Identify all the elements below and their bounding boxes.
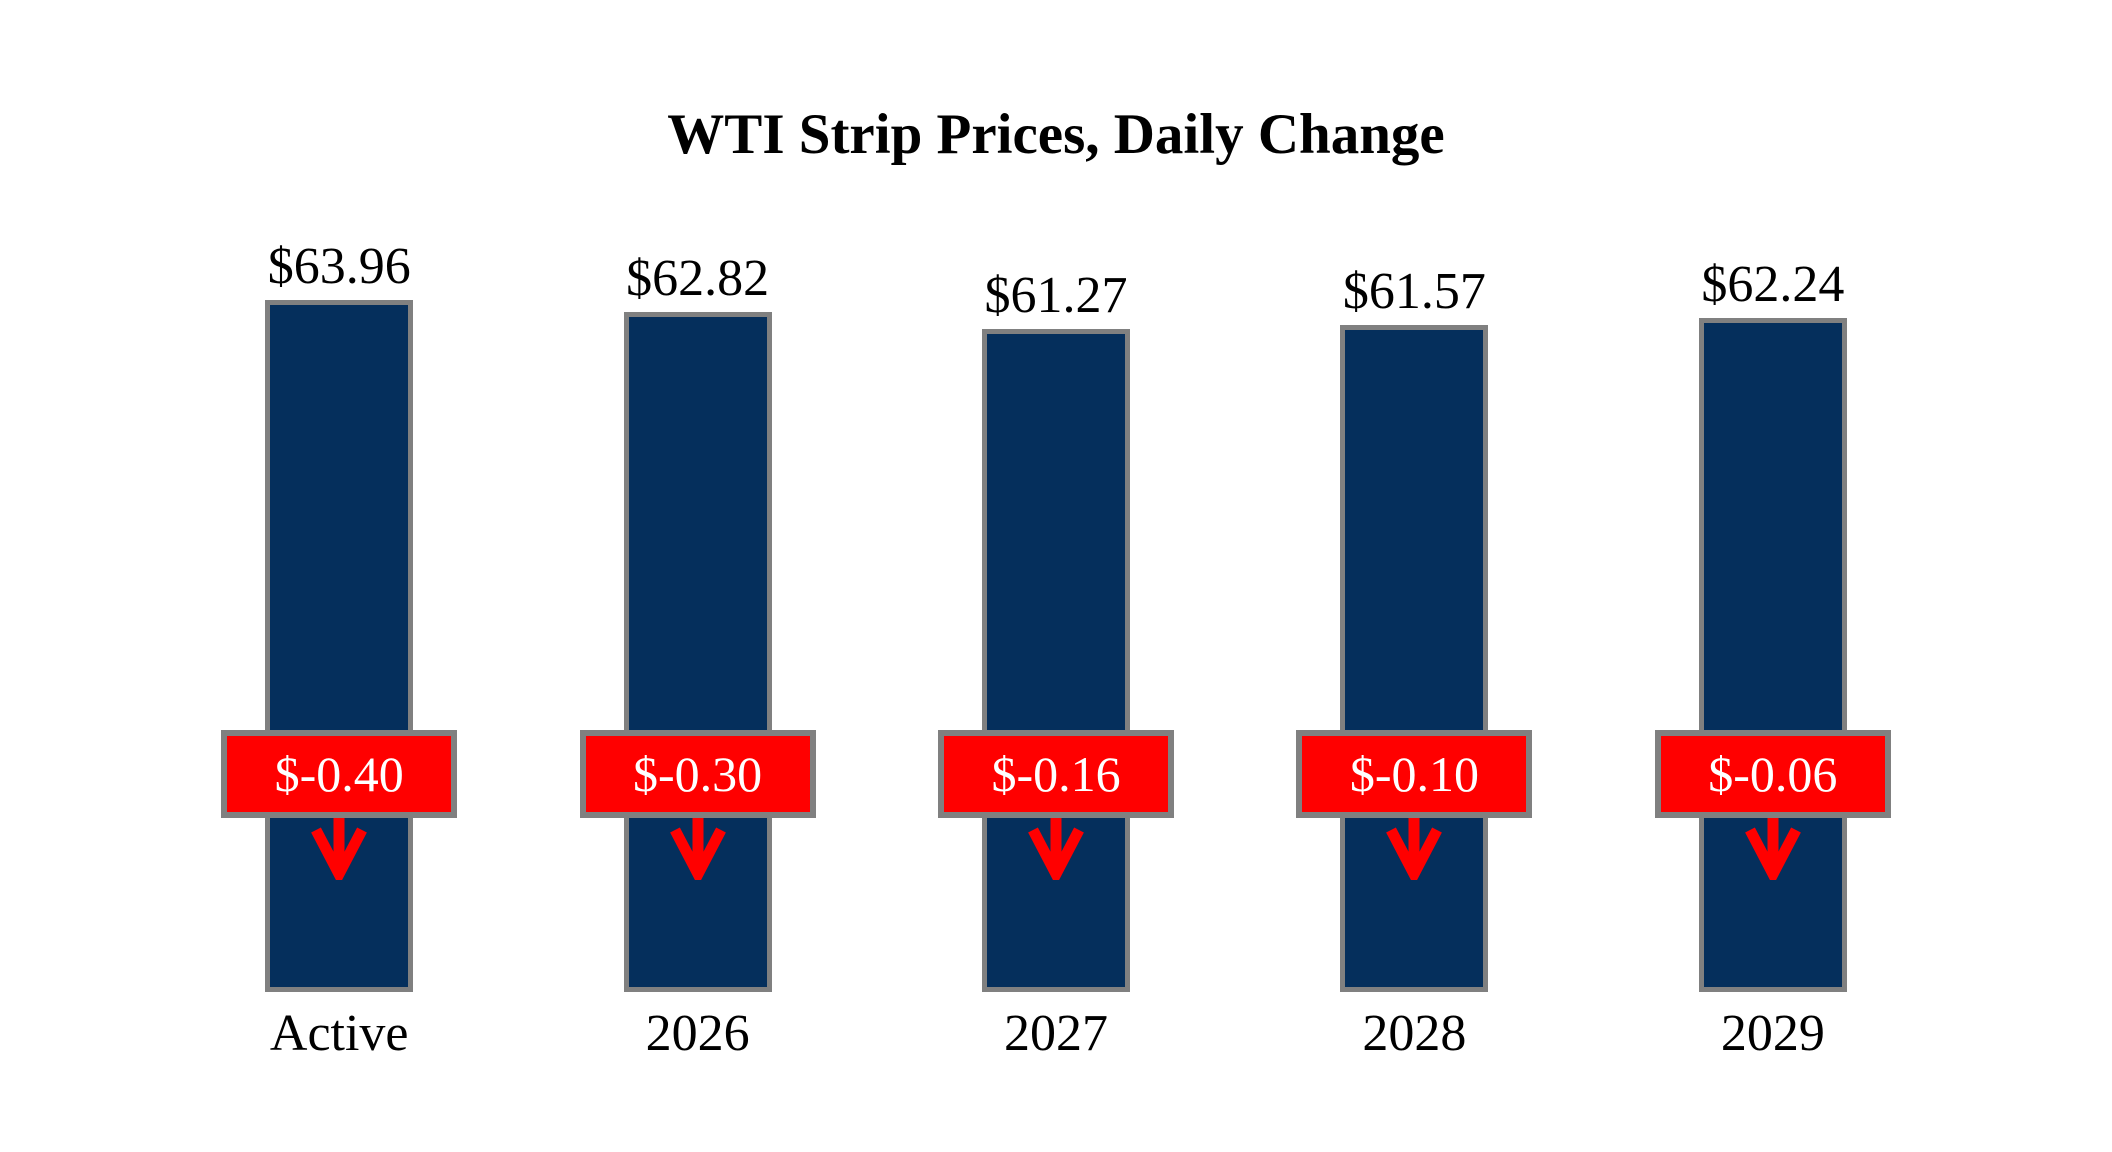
daily-change-value: $-0.40	[274, 746, 404, 802]
daily-change-badge: $-0.40	[221, 730, 458, 818]
category-label: 2029	[1720, 1005, 1825, 1062]
chart-title: WTI Strip Prices, Daily Change	[667, 103, 1445, 166]
price-label: $61.57	[1342, 263, 1486, 320]
arrow-down-icon	[1028, 816, 1084, 880]
price-label: $62.82	[626, 250, 770, 307]
daily-change-value: $-0.30	[633, 746, 763, 802]
arrow-down-icon	[311, 816, 368, 880]
arrow-down-icon	[669, 816, 726, 880]
price-label: $63.96	[267, 238, 411, 295]
daily-change-badge: $-0.06	[1654, 730, 1891, 818]
strip-price-bar: $63.96	[265, 241, 414, 992]
bar-group: $63.96 $-0.40 Active	[160, 0, 518, 1152]
daily-change-badge: $-0.30	[579, 730, 816, 818]
category-label: Active	[269, 1005, 409, 1062]
bar-group: $62.24 $-0.06 2029	[1594, 0, 1952, 1152]
strip-price-bar: $61.57	[1340, 266, 1489, 992]
category-label: 2028	[1362, 1005, 1467, 1062]
daily-change-value: $-0.06	[1708, 746, 1838, 802]
daily-change-badge: $-0.16	[938, 730, 1175, 818]
strip-price-bar: $61.27	[982, 270, 1131, 992]
daily-change-value: $-0.10	[1349, 746, 1479, 802]
daily-change-badge: $-0.10	[1296, 730, 1533, 818]
bar-group: $61.57 $-0.10 2028	[1235, 0, 1593, 1152]
bar-group: $61.27 $-0.16 2027	[877, 0, 1235, 1152]
price-label: $61.27	[984, 267, 1128, 324]
arrow-down-icon	[1744, 816, 1801, 880]
category-label: 2027	[1004, 1005, 1109, 1062]
bar-group: $62.82 $-0.30 2026	[518, 0, 876, 1152]
plot-area: $63.96 $-0.40 Active $62.82 $-0.30 2026 …	[160, 0, 1952, 1152]
strip-price-bar: $62.24	[1698, 259, 1847, 992]
price-label: $62.24	[1701, 256, 1845, 313]
strip-price-bar: $62.82	[623, 253, 772, 992]
daily-change-value: $-0.16	[991, 746, 1121, 802]
category-label: 2026	[645, 1005, 750, 1062]
arrow-down-icon	[1386, 816, 1443, 880]
